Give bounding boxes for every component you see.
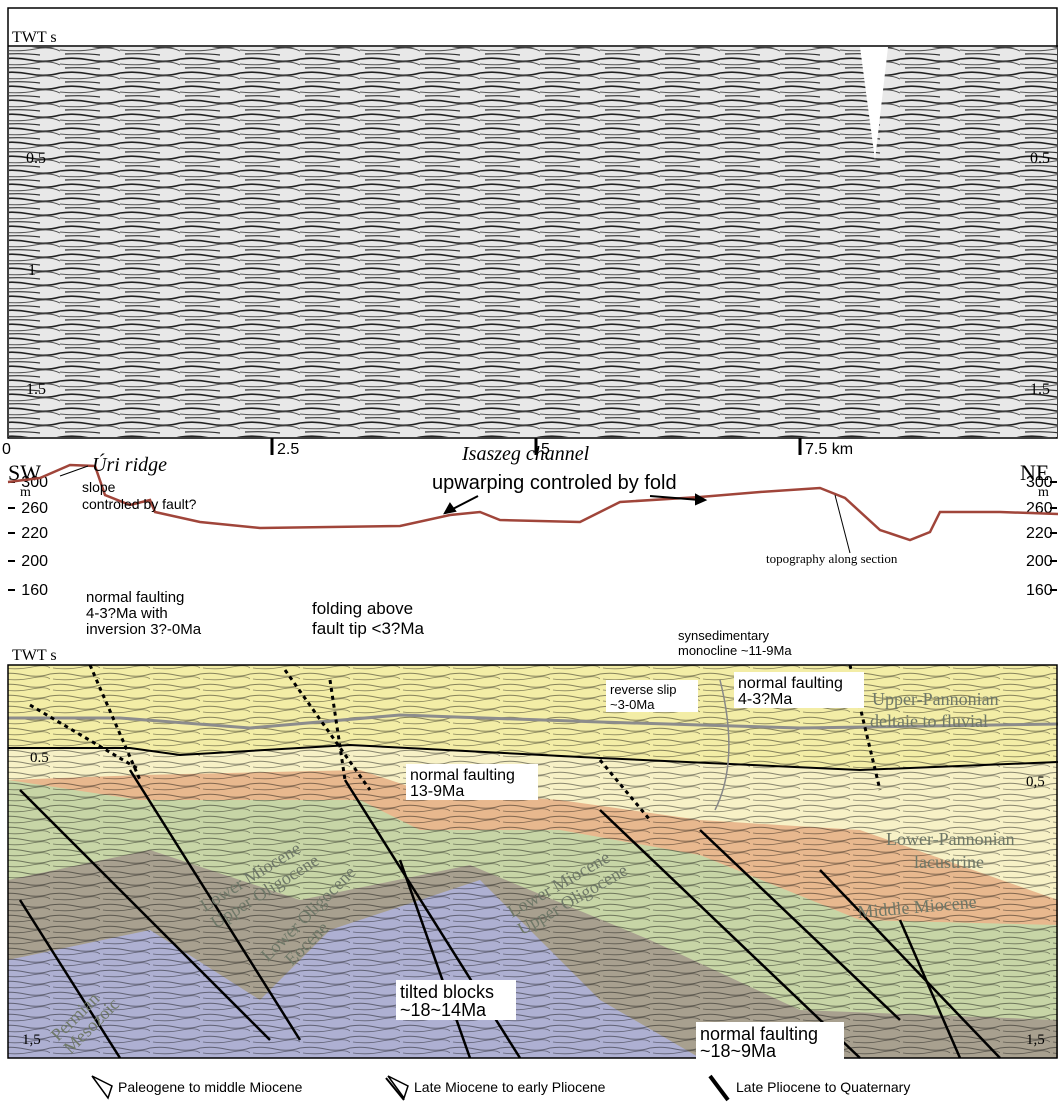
legend-symbol — [388, 1076, 408, 1098]
arrows — [445, 495, 850, 553]
distance-label: 0 — [2, 441, 11, 458]
annotation: monocline ~11-9Ma — [678, 643, 792, 658]
elevation-tick-label: 160 — [1026, 582, 1053, 599]
annotation: ~18~9Ma — [700, 1041, 777, 1061]
tick-label: 0.5 — [26, 150, 46, 167]
tick-label: 1,5 — [22, 1032, 41, 1048]
annotation: 13-9Ma — [410, 783, 464, 800]
annotation: ~3-0Ma — [610, 697, 655, 712]
legend-label: Late Miocene to early Pliocene — [414, 1079, 606, 1095]
legend-label: Paleogene to middle Miocene — [118, 1079, 303, 1095]
annotation: normal faulting — [86, 589, 184, 606]
legend-symbol — [710, 1076, 728, 1100]
tick-label: 0,5 — [1026, 774, 1045, 790]
unit-label: deltaie to fluvial — [870, 711, 988, 731]
annotation: slope — [82, 479, 116, 495]
tick-label: 1 — [28, 262, 36, 279]
unit-label: lacustrine — [914, 852, 984, 872]
legend: Paleogene to middle Miocene Late Miocene… — [92, 1076, 910, 1100]
distance-label: 7.5 km — [805, 441, 853, 458]
distance-label: 2.5 — [277, 441, 299, 458]
annotation: ~18~14Ma — [400, 1000, 487, 1020]
tick-label: 0.5 — [30, 750, 49, 766]
unit-label: Upper-Pannonian — [872, 689, 999, 709]
elevation-tick-label: 200 — [21, 553, 48, 570]
elevation-tick-label: 220 — [1026, 525, 1053, 542]
annotation: controled by fault? — [82, 496, 197, 512]
elevation-tick-label: 160 — [21, 582, 48, 599]
annotation: Isaszeg channel — [461, 443, 590, 465]
axis-title: TWT s — [12, 647, 57, 664]
annotation: synsedimentary — [678, 628, 770, 643]
tick-label: 1.5 — [26, 381, 46, 398]
elevation-tick-label: 200 — [1026, 553, 1053, 570]
elevation-tick-label: 220 — [21, 525, 48, 542]
annotation: 4-3?Ma — [738, 691, 792, 708]
tick-label: 0.5 — [1030, 150, 1050, 167]
elevation-tick-label: 300 — [1026, 474, 1053, 491]
legend-symbol — [92, 1076, 112, 1098]
unit-label: Lower-Pannonian — [886, 829, 1015, 849]
annotation: tilted blocks — [400, 982, 494, 1002]
annotation: upwarping controled by fold — [432, 472, 677, 494]
annotation: normal faulting — [738, 675, 843, 692]
annotation: Úri ridge — [92, 452, 167, 476]
tick-label: 1.5 — [1030, 381, 1050, 398]
annotation: fault tip <3?Ma — [312, 619, 425, 638]
seismic-image — [9, 47, 1057, 437]
elevation-tick-label: 260 — [21, 500, 48, 517]
annotation: inversion 3?-0Ma — [86, 621, 202, 638]
legend-label: Late Pliocene to Quaternary — [736, 1079, 910, 1095]
annotation: reverse slip — [610, 682, 676, 697]
annotation: 4-3?Ma with — [86, 605, 168, 622]
annotation: folding above — [312, 599, 413, 618]
annotation: normal faulting — [410, 767, 515, 784]
annotation: topography along section — [766, 551, 898, 566]
tick-label: 1,5 — [1026, 1032, 1045, 1048]
figure: TWT s 0.5 1 1.5 0.5 1.5 0 2.5 5 7.5 km S… — [0, 0, 1058, 1108]
axis-title: TWT s — [12, 29, 57, 46]
